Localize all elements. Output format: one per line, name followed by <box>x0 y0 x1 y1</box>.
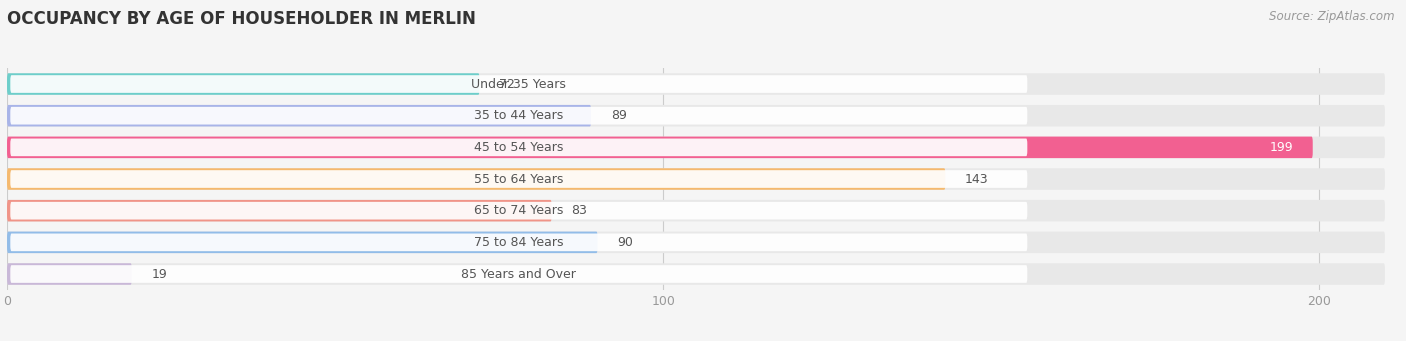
Text: 19: 19 <box>152 268 167 281</box>
Text: 55 to 64 Years: 55 to 64 Years <box>474 173 564 186</box>
FancyBboxPatch shape <box>7 168 945 190</box>
FancyBboxPatch shape <box>7 73 479 95</box>
FancyBboxPatch shape <box>7 137 1313 158</box>
FancyBboxPatch shape <box>7 263 1385 285</box>
Text: 45 to 54 Years: 45 to 54 Years <box>474 141 564 154</box>
Text: 72: 72 <box>499 77 515 90</box>
FancyBboxPatch shape <box>7 200 1385 221</box>
Text: 199: 199 <box>1270 141 1294 154</box>
Text: 83: 83 <box>571 204 588 217</box>
Text: 75 to 84 Years: 75 to 84 Years <box>474 236 564 249</box>
Text: Source: ZipAtlas.com: Source: ZipAtlas.com <box>1270 10 1395 23</box>
Text: 90: 90 <box>617 236 633 249</box>
Text: 35 to 44 Years: 35 to 44 Years <box>474 109 564 122</box>
FancyBboxPatch shape <box>7 73 1385 95</box>
FancyBboxPatch shape <box>7 105 1385 127</box>
Text: 65 to 74 Years: 65 to 74 Years <box>474 204 564 217</box>
FancyBboxPatch shape <box>7 168 1385 190</box>
FancyBboxPatch shape <box>7 200 551 221</box>
FancyBboxPatch shape <box>10 107 1028 124</box>
FancyBboxPatch shape <box>10 75 1028 93</box>
Text: OCCUPANCY BY AGE OF HOUSEHOLDER IN MERLIN: OCCUPANCY BY AGE OF HOUSEHOLDER IN MERLI… <box>7 10 475 28</box>
Text: 89: 89 <box>610 109 627 122</box>
FancyBboxPatch shape <box>10 202 1028 220</box>
FancyBboxPatch shape <box>10 234 1028 251</box>
FancyBboxPatch shape <box>10 138 1028 156</box>
FancyBboxPatch shape <box>7 232 598 253</box>
FancyBboxPatch shape <box>7 263 132 285</box>
Text: Under 35 Years: Under 35 Years <box>471 77 567 90</box>
Text: 85 Years and Over: 85 Years and Over <box>461 268 576 281</box>
FancyBboxPatch shape <box>7 232 1385 253</box>
FancyBboxPatch shape <box>7 137 1385 158</box>
Text: 143: 143 <box>965 173 988 186</box>
FancyBboxPatch shape <box>7 105 591 127</box>
FancyBboxPatch shape <box>10 265 1028 283</box>
FancyBboxPatch shape <box>10 170 1028 188</box>
